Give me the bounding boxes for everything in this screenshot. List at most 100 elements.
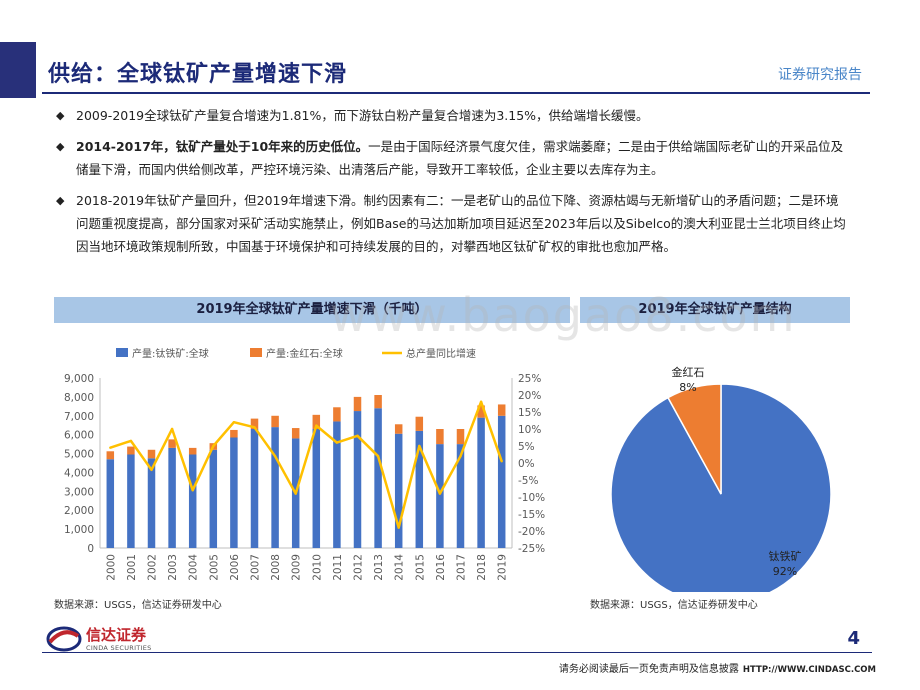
growth-rate-point <box>150 468 153 471</box>
pie-slice-label: 钛铁矿 <box>769 549 802 563</box>
bar-chart-heading: 2019年全球钛矿产量增速下滑（千吨） <box>54 297 570 323</box>
diamond-bullet-icon: ◆ <box>56 140 65 153</box>
legend-label: 总产量同比增速 <box>406 347 476 360</box>
page-number: 4 <box>847 628 860 649</box>
logo-english-name: CINDA SECURITIES <box>86 644 152 652</box>
growth-rate-point <box>191 489 194 492</box>
y-left-tick-label: 7,000 <box>64 411 94 423</box>
bar-segment <box>436 444 444 548</box>
x-tick-label: 2008 <box>270 554 282 581</box>
website-url[interactable]: HTTP://WWW.CINDASC.COM <box>742 665 876 675</box>
growth-rate-point <box>315 424 318 427</box>
x-tick-label: 2001 <box>126 554 138 581</box>
bullet-text: 2018-2019年钛矿产量回升，但2019年增速下滑。制约因素有二：一是老矿山… <box>76 193 846 254</box>
y-left-tick-label: 1,000 <box>64 524 94 536</box>
y-right-tick-label: -10% <box>518 492 545 504</box>
bar-segment <box>497 404 506 416</box>
bar-segment <box>394 424 403 434</box>
x-tick-label: 2010 <box>311 554 323 581</box>
bar-segment <box>312 414 321 429</box>
bar-segment <box>497 415 506 548</box>
growth-rate-point <box>212 444 215 448</box>
x-tick-label: 2000 <box>105 554 117 581</box>
header-accent-block <box>0 42 36 98</box>
production-bar-chart: 产量:钛铁矿:全球 产量:金红石:全球 总产量同比增速 0 1,000 2,000 3,00… <box>64 347 545 581</box>
y-right-tick-label: 10% <box>518 424 541 436</box>
bar-segment <box>456 444 465 548</box>
y-left-tick-label: 8,000 <box>64 392 94 404</box>
growth-rate-point <box>232 421 236 424</box>
bar-segment <box>415 416 424 431</box>
y-right-tick-label: 20% <box>518 390 541 402</box>
growth-rate-point <box>253 426 256 429</box>
bullet-item: ◆ 2014-2017年，钛矿产量处于10年来的历史低位。一是由于国际经济景气度… <box>56 135 846 181</box>
bar-segment <box>230 437 238 548</box>
bar-segment <box>436 429 444 445</box>
bar-segment <box>271 427 279 548</box>
disclaimer-text: 请务必阅读最后一页免责声明及信息披露 <box>558 664 739 675</box>
x-tick-label: 2011 <box>332 554 344 581</box>
footer-divider <box>42 652 872 653</box>
x-tick-label: 2014 <box>394 554 406 581</box>
bar-segment <box>127 446 135 455</box>
growth-rate-point <box>479 400 483 403</box>
bar-segment <box>168 447 176 548</box>
growth-rate-point <box>335 441 339 444</box>
growth-rate-point <box>356 434 359 437</box>
x-tick-label: 2019 <box>497 554 509 581</box>
bar-segment <box>188 447 197 455</box>
x-tick-label: 2013 <box>373 554 385 581</box>
report-type-tag: 证券研究报告 <box>778 67 862 83</box>
pie-slice-label: 金红石 <box>672 365 705 379</box>
x-tick-label: 2003 <box>167 554 179 581</box>
bar-segment <box>147 449 156 459</box>
legend-label: 产量:金红石:全球 <box>266 347 343 360</box>
bullet-list: ◆ 2009-2019全球钛矿产量复合增速为1.81%，而下游钛白粉产量复合增速… <box>56 104 846 266</box>
y-right-tick-label: 25% <box>518 373 541 385</box>
bar-segment <box>188 454 197 548</box>
logo-chinese-name: 信达证券 <box>86 626 147 644</box>
bar-segment <box>415 430 424 548</box>
production-structure-pie-chart: 钛铁矿 92% 金红石 8% <box>610 365 832 592</box>
x-tick-label: 2018 <box>476 554 488 581</box>
pie-slice <box>666 383 722 495</box>
bar-segment <box>209 449 218 548</box>
diamond-bullet-icon: ◆ <box>56 109 65 122</box>
company-logo: 信达证券 CINDA SECURITIES <box>46 624 166 658</box>
growth-rate-line <box>109 400 503 529</box>
growth-rate-point <box>129 439 133 443</box>
y-right-tick-label: -25% <box>518 543 545 555</box>
x-tick-label: 2006 <box>229 554 241 581</box>
bar-segment <box>147 458 156 548</box>
y-left-tick-label: 3,000 <box>64 486 94 498</box>
x-tick-label: 2007 <box>250 554 262 581</box>
bullet-item: ◆ 2018-2019年钛矿产量回升，但2019年增速下滑。制约因素有二：一是老… <box>56 189 846 258</box>
x-tick-label: 2009 <box>291 554 303 581</box>
bar-segment <box>353 396 362 412</box>
bar-segment <box>374 395 382 409</box>
bar-segment <box>106 459 115 548</box>
growth-rate-point <box>294 492 297 495</box>
legend-label: 产量:钛铁矿:全球 <box>132 347 209 360</box>
y-right-tick-label: 15% <box>518 407 541 419</box>
y-left-tick-label: 9,000 <box>64 373 94 385</box>
footer-disclaimer: 请务必阅读最后一页免责声明及信息披露 HTTP://WWW.CINDASC.COM <box>559 660 876 675</box>
growth-rate-point <box>459 455 462 458</box>
bar-segment <box>312 429 321 548</box>
bar-segment <box>394 433 403 548</box>
y-left-tick-label: 2,000 <box>64 505 94 517</box>
bullet-emphasis: 2014-2017年，钛矿产量处于10年来的历史低位。 <box>76 139 369 154</box>
growth-rate-point <box>376 455 380 458</box>
y-left-tick-label: 0 <box>87 543 94 555</box>
y-right-tick-label: -20% <box>518 526 545 538</box>
y-left-tick-label: 6,000 <box>64 430 94 442</box>
legend-swatch <box>250 348 262 357</box>
bullet-item: ◆ 2009-2019全球钛矿产量复合增速为1.81%，而下游钛白粉产量复合增速… <box>56 104 846 127</box>
x-tick-label: 2012 <box>353 554 365 581</box>
bar-segment <box>250 429 259 548</box>
pie-chart-heading: 2019年全球钛矿产量结构 <box>580 297 850 323</box>
growth-rate-point <box>109 446 112 449</box>
x-tick-label: 2005 <box>208 554 220 581</box>
bar-segment <box>106 451 115 460</box>
y-left-tick-label: 5,000 <box>64 449 94 461</box>
